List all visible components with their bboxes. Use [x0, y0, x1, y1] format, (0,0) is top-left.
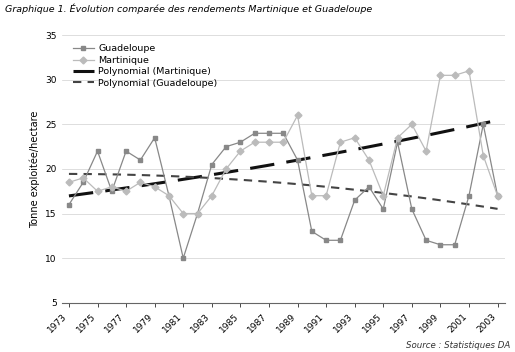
Y-axis label: Tonne exploitée/hectare: Tonne exploitée/hectare — [29, 110, 40, 228]
Legend: Guadeloupe, Martinique, Polynomial (Martinique), Polynomial (Guadeloupe): Guadeloupe, Martinique, Polynomial (Mart… — [71, 43, 219, 89]
Text: Graphique 1. Évolution comparée des rendements Martinique et Guadeloupe: Graphique 1. Évolution comparée des rend… — [5, 4, 372, 14]
Text: Source : Statistiques DA: Source : Statistiques DA — [406, 341, 510, 350]
